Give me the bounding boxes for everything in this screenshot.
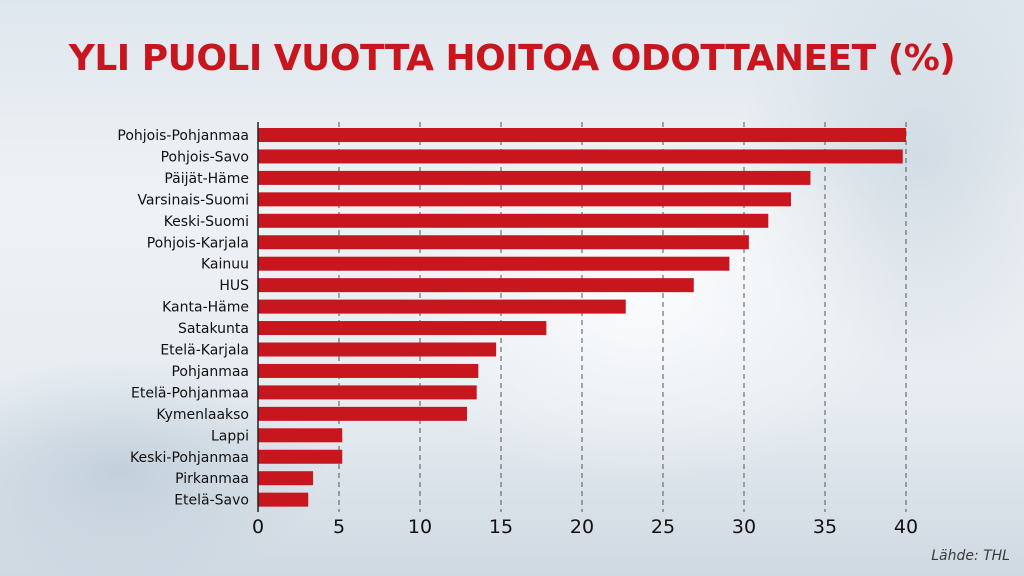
x-tick-label: 30 <box>732 516 756 538</box>
bar <box>258 192 791 207</box>
x-tick-label: 0 <box>252 516 264 538</box>
x-tick-label: 15 <box>489 516 513 538</box>
category-label: Etelä-Savo <box>174 493 249 509</box>
x-tick-label: 25 <box>651 516 675 538</box>
bar <box>258 471 314 486</box>
bar <box>258 492 309 507</box>
source-note: Lähde: THL <box>931 548 1010 564</box>
x-tick-label: 5 <box>333 516 345 538</box>
bar <box>258 213 769 228</box>
chart-title: YLI PUOLI VUOTTA HOITOA ODOTTANEET (%) <box>68 38 956 79</box>
bar <box>258 235 749 250</box>
bar <box>258 428 343 443</box>
category-label: Keski-Pohjanmaa <box>130 450 249 466</box>
category-label: Kanta-Häme <box>162 300 249 316</box>
category-label: Etelä-Karjala <box>160 343 249 359</box>
category-labels: Pohjois-Pohjanmaa Pohjois-Savo Päijät-Häme… <box>117 128 249 509</box>
bars <box>258 128 906 507</box>
category-label: Pohjois-Pohjanmaa <box>117 128 249 144</box>
category-label: Keski-Suomi <box>164 214 249 230</box>
bar <box>258 299 626 314</box>
x-tick-label: 20 <box>570 516 594 538</box>
bar <box>258 363 479 378</box>
category-label: Kainuu <box>201 257 249 273</box>
category-label: Satakunta <box>178 321 249 337</box>
category-label: Pohjois-Karjala <box>147 235 249 251</box>
bar <box>258 256 730 271</box>
bar <box>258 321 547 336</box>
gridlines <box>338 122 907 512</box>
category-label: Pohjanmaa <box>171 364 249 380</box>
category-label: Kymenlaakso <box>156 407 249 423</box>
category-label: Pirkanmaa <box>175 471 249 487</box>
bar <box>258 385 477 400</box>
bar <box>258 128 906 142</box>
category-label: Pohjois-Savo <box>161 149 249 165</box>
bar <box>258 449 343 464</box>
category-label: Etelä-Pohjanmaa <box>131 385 249 401</box>
category-label: Päijät-Häme <box>164 171 249 187</box>
category-label: Lappi <box>211 428 249 444</box>
category-label: Varsinais-Suomi <box>137 192 249 208</box>
bar <box>258 170 811 185</box>
x-tick-label: 10 <box>408 516 432 538</box>
x-tick-label: 35 <box>813 516 837 538</box>
x-tick-label: 40 <box>894 516 918 538</box>
bar <box>258 278 694 293</box>
x-tick-labels: 0 5 10 15 20 25 30 35 40 <box>252 516 918 538</box>
bar <box>258 342 497 357</box>
bar <box>258 406 467 421</box>
category-label: HUS <box>219 278 249 294</box>
bar <box>258 149 903 164</box>
